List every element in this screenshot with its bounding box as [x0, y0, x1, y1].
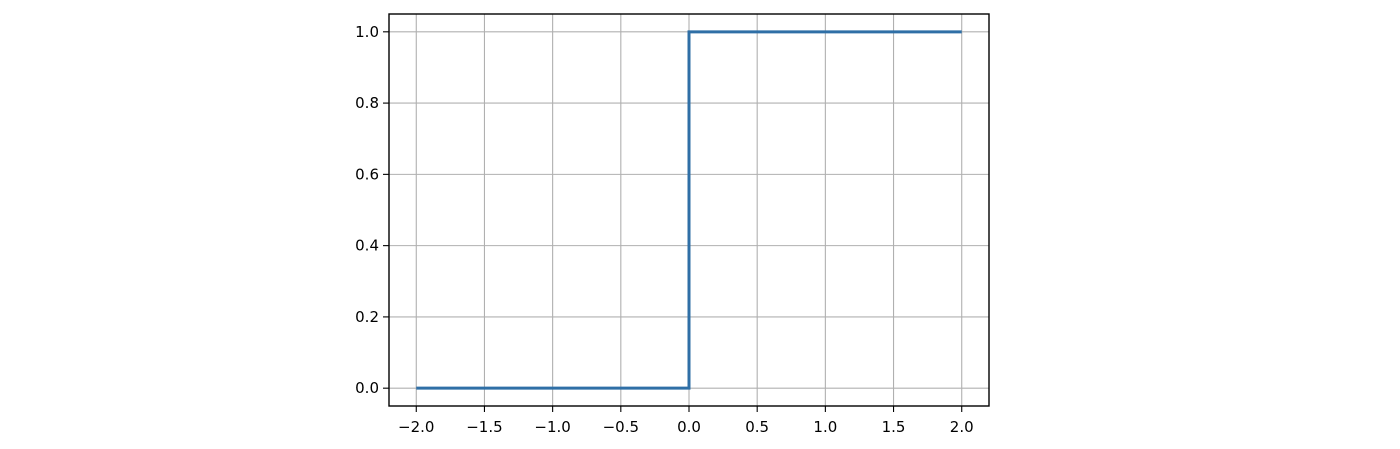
x-tick-label: −2.0 — [398, 418, 434, 436]
y-tick-label: 1.0 — [355, 23, 379, 41]
y-tick-label: 0.6 — [355, 165, 379, 183]
y-tick-label: 0.2 — [355, 308, 379, 326]
x-tick-label: 0.0 — [677, 418, 701, 436]
y-tick-label: 0.0 — [355, 379, 379, 397]
y-tick-label: 0.4 — [355, 237, 379, 255]
y-tick-label: 0.8 — [355, 94, 379, 112]
step-series-line — [416, 30, 962, 390]
x-tick-label: −0.5 — [603, 418, 639, 436]
x-axis: −2.0 −1.5 −1.0 −0.5 0.0 0.5 1.0 1.5 2.0 — [398, 406, 974, 436]
x-tick-label: 2.0 — [950, 418, 974, 436]
x-tick-label: −1.0 — [534, 418, 570, 436]
x-tick-label: 1.0 — [813, 418, 837, 436]
series-layer — [416, 30, 962, 390]
y-axis: 0.0 0.2 0.4 0.6 0.8 1.0 — [355, 23, 389, 397]
x-tick-label: 1.5 — [882, 418, 906, 436]
x-tick-label: 0.5 — [745, 418, 769, 436]
x-tick-label: −1.5 — [466, 418, 502, 436]
